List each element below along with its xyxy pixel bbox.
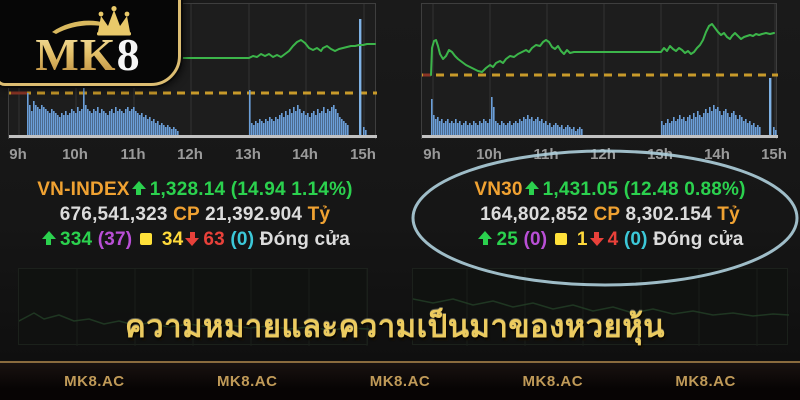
vnindex-price: 1,328.14 [149,179,226,200]
footer-watermark: MK8.AC [64,373,125,390]
time-label: 9h [9,146,27,163]
footer-watermark: MK8.AC [522,373,584,390]
market-status: Đóng cửa [259,229,351,250]
vn30-stats-block: VN30 1,431.05 (12.48 0.88%) 164,802,852 C… [415,177,800,252]
time-label: 10h [476,146,502,163]
crown-icon [52,6,131,36]
unchanged-square-icon [140,233,153,245]
market-status: Đóng cửa [653,229,744,250]
time-label: 11h [120,146,146,163]
time-label: 14h [292,146,318,163]
decliners-extra: (0) [623,229,648,250]
advancers-count: 25 [496,229,519,250]
page-heading: ความหมายและความเป็นมาของหวยหุ้น [125,309,665,344]
decliners-count: 63 [203,229,225,250]
unchanged-square-icon [555,233,568,245]
time-label: 12h [177,146,203,163]
ty-label: Tỷ [307,204,331,225]
dim-sparkline-left [18,269,370,346]
cp-label: CP [173,204,200,225]
up-arrow-icon [131,181,146,196]
cp-label: CP [593,204,620,225]
footer-watermark: MK8.AC [216,373,278,390]
vnindex-symbol: VN-INDEX [37,179,130,200]
footer: MK8.AC MK8.AC MK8.AC MK8.AC MK8.AC [0,361,800,400]
dim-chart-panel-left [18,268,370,346]
vnindex-price-line: VN-INDEX 1,328.14 (14.94 1.14%) [0,177,390,202]
vn30-price-line: VN30 1,431.05 (12.48 0.88%) [415,177,800,202]
advancers-count: 334 [59,229,93,250]
advancers-extra: (37) [97,229,133,250]
vn30-symbol: VN30 [474,179,523,200]
logo-text: MK8 [35,29,141,80]
time-label: 10h [62,146,88,163]
time-label: 15h [350,146,376,163]
advancers-extra: (0) [523,229,548,250]
vnindex-value: 21,392.904 [205,204,303,225]
vnindex-volume-line: 676,541,323 CP 21,392.904 Tỷ [0,202,390,227]
time-label: 13h [647,146,673,163]
time-label: 12h [590,146,616,163]
down-arrow-icon [589,231,604,246]
vn30-value: 8,302.154 [625,204,712,225]
decliners-extra: (0) [230,229,255,250]
up-arrow-icon [41,231,56,246]
time-label: 14h [704,146,730,163]
decliners-count: 4 [607,229,619,250]
vn30-volume: 164,802,852 [480,204,589,225]
vnindex-stats-block: VN-INDEX 1,328.14 (14.94 1.14%) 676,541,3… [0,177,390,252]
up-arrow-icon [524,181,539,196]
footer-watermark: MK8.AC [369,373,431,390]
time-label: 13h [235,146,261,163]
mk8-logo: MK8 [0,0,181,86]
time-label: 15h [761,146,787,163]
unchanged-count: 1 [576,229,588,250]
vn30-change: (12.48 0.88%) [623,179,746,200]
time-label: 11h [533,146,559,163]
vn30-price: 1,431.05 [542,179,619,200]
vn30-volume-line: 164,802,852 CP 8,302.154 Tỷ [415,202,800,227]
unchanged-count: 34 [161,229,184,250]
vn30-chart-panel [421,3,778,139]
time-label: 9h [423,146,441,163]
up-arrow-icon [478,231,493,246]
ty-label: Tỷ [717,204,740,225]
footer-watermark: MK8.AC [675,373,736,390]
vnindex-change: (14.94 1.14%) [230,179,353,200]
vn30-chart [422,4,778,138]
vnindex-breadth-line: 334 (37) 34 63 (0) Đóng cửa [0,227,390,252]
vnindex-volume: 676,541,323 [59,204,168,225]
down-arrow-icon [185,231,200,246]
